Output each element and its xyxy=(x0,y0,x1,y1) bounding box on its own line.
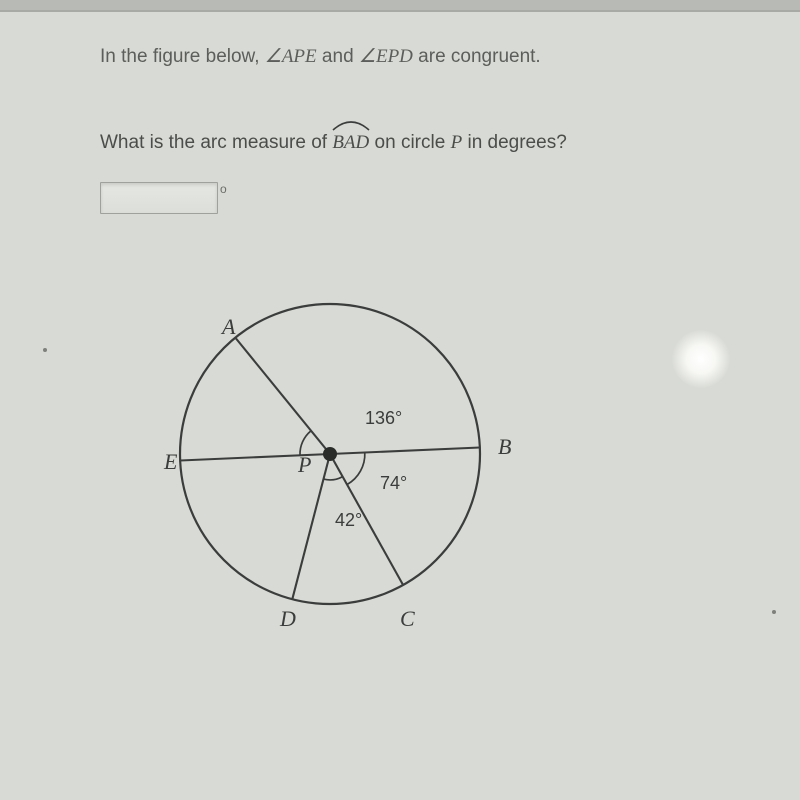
arc-text: BAD xyxy=(332,132,369,153)
arc-bpc xyxy=(347,453,365,485)
q-after: in degrees? xyxy=(462,132,567,153)
prompt-mid: and xyxy=(317,46,359,67)
q-mid: on circle xyxy=(369,132,450,153)
label-P: P xyxy=(297,452,311,477)
center-letter: P xyxy=(451,132,463,153)
radius-PB xyxy=(330,448,480,455)
angle-symbol-1: ∠ xyxy=(265,46,282,67)
speck xyxy=(43,348,47,352)
label-A: A xyxy=(220,314,236,339)
answer-input[interactable] xyxy=(100,182,218,214)
label-B: B xyxy=(498,434,511,459)
angle-APB: 136° xyxy=(365,408,402,428)
circle-figure: A B E D C P 136° 74° 42° xyxy=(120,264,540,669)
angle-symbol-2: ∠ xyxy=(359,46,376,67)
prompt-text: In the figure below, ∠APE and ∠EPD are c… xyxy=(100,42,730,72)
angle-CPD: 42° xyxy=(335,510,362,530)
arc-icon xyxy=(329,116,373,132)
question-text: What is the arc measure of BAD on circle… xyxy=(100,122,730,154)
speck xyxy=(772,610,776,614)
arc-cpd xyxy=(324,477,343,480)
label-C: C xyxy=(400,606,415,631)
angle1: APE xyxy=(282,46,317,67)
angle-BPC: 74° xyxy=(380,473,407,493)
q-before: What is the arc measure of xyxy=(100,132,332,153)
arc-label: BAD xyxy=(332,122,369,154)
center-dot xyxy=(323,447,337,461)
prompt-before: In the figure below, xyxy=(100,46,265,67)
degree-unit: o xyxy=(218,182,227,196)
prompt-after: are congruent. xyxy=(413,46,541,67)
label-D: D xyxy=(279,606,296,631)
label-E: E xyxy=(163,449,178,474)
angle2: EPD xyxy=(376,46,413,67)
radius-PA xyxy=(236,339,330,455)
